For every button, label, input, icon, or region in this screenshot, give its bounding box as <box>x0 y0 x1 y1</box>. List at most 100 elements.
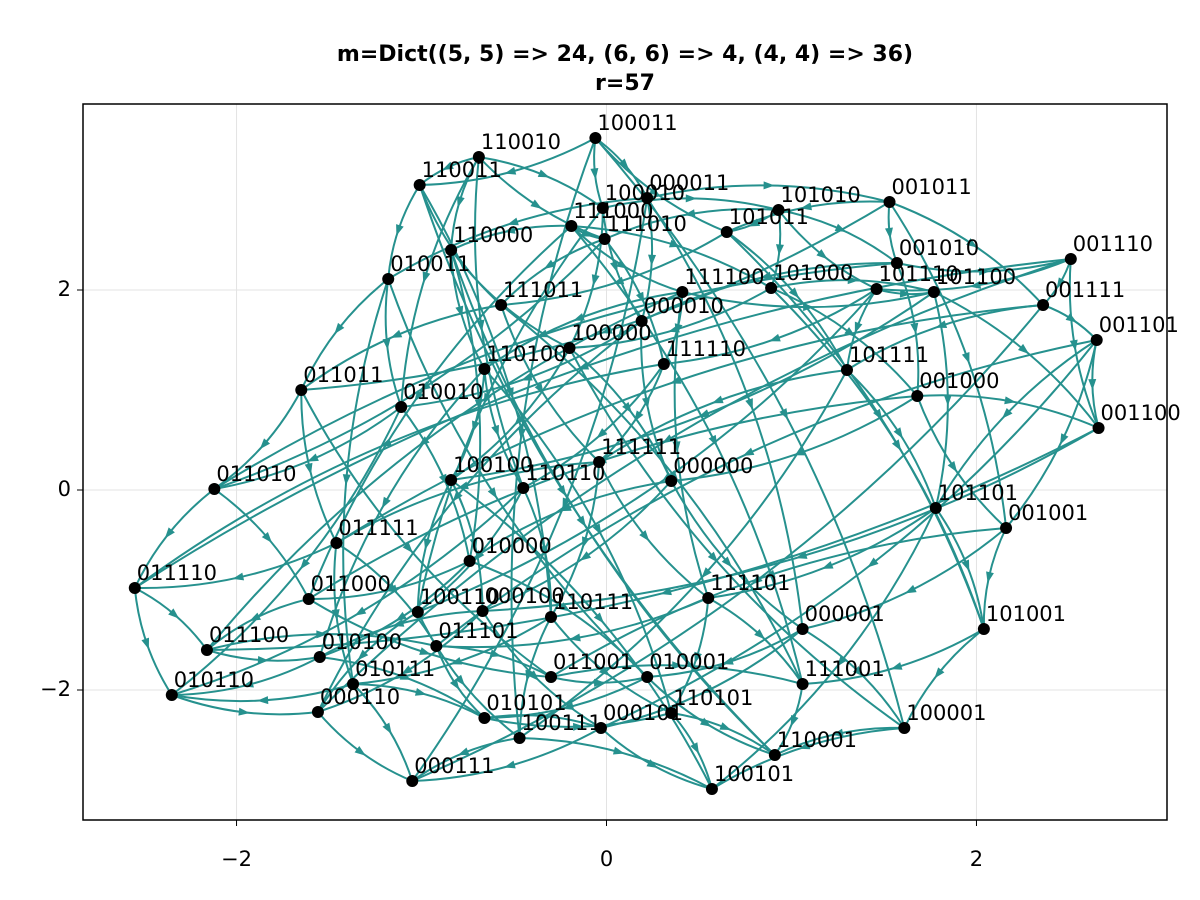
edge-arrow <box>844 327 856 337</box>
node <box>589 132 602 144</box>
edge-arrow <box>442 161 454 171</box>
node <box>295 384 308 396</box>
node-label: 101101 <box>938 481 1018 505</box>
edge-arrow <box>847 276 859 285</box>
node <box>347 678 360 690</box>
node <box>445 244 458 256</box>
edge-arrow <box>721 556 733 568</box>
edge-arrow <box>591 274 600 286</box>
edge <box>1005 339 1098 529</box>
node-label: 011110 <box>137 561 217 585</box>
edge-arrow <box>423 538 432 550</box>
edge-arrow <box>790 715 799 727</box>
node-label: 111001 <box>805 657 885 681</box>
node <box>641 192 654 204</box>
y-tick-label: −2 <box>40 677 71 701</box>
node <box>313 651 326 663</box>
edge-arrow <box>385 584 398 593</box>
node <box>495 299 508 311</box>
node <box>208 483 221 495</box>
edge-arrow <box>905 584 917 594</box>
node-label: 011000 <box>311 572 391 596</box>
node-label: 101010 <box>781 183 861 207</box>
edge-arrow <box>560 503 572 512</box>
edge-arrow <box>507 217 519 226</box>
node-label: 111111 <box>601 435 681 459</box>
node <box>898 722 911 734</box>
node-label: 000100 <box>485 584 565 608</box>
node-label: 100100 <box>453 453 533 477</box>
node <box>382 273 395 285</box>
edge-arrow <box>242 679 254 688</box>
edge-arrow <box>558 602 571 612</box>
edge-arrow <box>354 745 366 756</box>
node <box>478 712 491 724</box>
plot-frame <box>82 103 1168 821</box>
edge-arrow <box>899 289 912 298</box>
edge-arrow <box>961 559 970 572</box>
edge-arrow <box>854 321 863 334</box>
edge-arrow <box>304 462 313 475</box>
edge-arrow <box>934 667 945 679</box>
edge <box>770 287 985 630</box>
edge-arrow <box>141 637 150 650</box>
edge-arrow <box>472 420 480 433</box>
edge-arrow <box>910 322 919 335</box>
node <box>1064 253 1077 265</box>
node-label: 011001 <box>553 650 633 674</box>
edge <box>670 480 804 630</box>
node-label: 100000 <box>572 321 652 345</box>
edge-arrow <box>612 276 625 285</box>
edge-arrow <box>399 672 412 680</box>
node-label: 100001 <box>906 701 986 725</box>
node <box>927 286 940 298</box>
node <box>545 671 558 683</box>
edge-arrow <box>893 427 903 439</box>
edge-arrow <box>257 696 269 705</box>
node-label: 000011 <box>649 171 729 195</box>
edge-arrow <box>543 259 556 270</box>
edge-arrow <box>867 557 879 568</box>
edge-arrow <box>711 395 724 404</box>
edge-arrow <box>1017 343 1030 354</box>
edge-arrow <box>776 244 784 256</box>
y-tick-label: 0 <box>58 477 71 501</box>
edge-arrow <box>582 536 590 549</box>
edge-arrow <box>422 271 431 284</box>
edge-arrow <box>342 474 351 486</box>
edge-arrow <box>966 238 978 248</box>
node-label: 111010 <box>607 212 687 236</box>
nodes: 1000111100101100111000100000111010100010… <box>128 111 1181 795</box>
edge-arrow <box>419 647 431 655</box>
x-tick-label: 2 <box>970 847 983 871</box>
node <box>476 605 489 617</box>
edge-arrow <box>891 439 902 451</box>
node <box>200 644 213 656</box>
edge-arrow <box>592 523 602 536</box>
edge-arrow <box>884 227 893 239</box>
edge-arrow <box>457 195 465 208</box>
node <box>594 722 607 734</box>
edge-arrow <box>943 394 952 406</box>
node <box>883 196 896 208</box>
node <box>430 640 443 652</box>
edge-arrow <box>382 722 392 735</box>
node <box>406 775 419 787</box>
edge-arrow <box>590 168 599 180</box>
edge-arrow <box>685 194 697 203</box>
node-label: 000111 <box>414 754 494 778</box>
node-label: 110111 <box>553 590 633 614</box>
node-label: 100111 <box>522 711 602 735</box>
node-label: 010000 <box>472 534 552 558</box>
edge <box>519 737 713 790</box>
edge-arrow <box>354 606 367 616</box>
edge-arrow <box>763 569 776 578</box>
node-label: 000001 <box>805 602 885 626</box>
node <box>765 282 778 294</box>
node <box>517 482 530 494</box>
edge-arrow <box>457 747 470 756</box>
edge-arrow <box>961 351 970 364</box>
node <box>565 220 578 232</box>
node <box>395 401 408 413</box>
